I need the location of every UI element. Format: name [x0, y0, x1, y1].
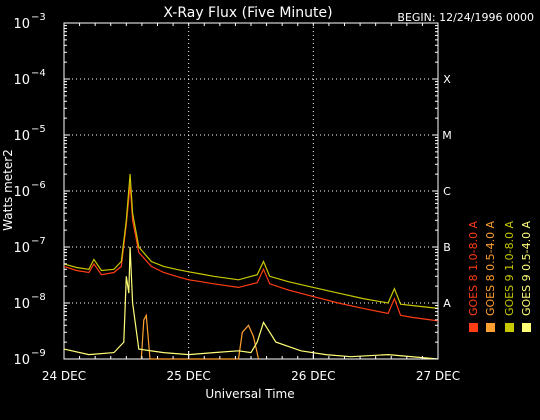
flare-class-label-B: B	[443, 241, 451, 254]
flare-class-label-M: M	[442, 129, 452, 142]
legend-label-1: GOES 8 1.0-8.0 A	[467, 220, 480, 316]
y-tick-exponent: −3	[31, 12, 46, 23]
legend: GOES 8 1.0-8.0 A GOES 8 0.5-4.0 A GOES 9 1…	[467, 220, 533, 332]
flare-class-label-C: C	[443, 185, 451, 198]
y-tick-label: 10	[13, 297, 30, 312]
y-tick-label: 10	[13, 73, 30, 88]
y-tick-label: 10	[13, 129, 30, 144]
y-tick-exponent: −8	[31, 292, 46, 303]
plot-area: 10−910−810−710−610−510−410−3 24 DEC 25 DE…	[13, 12, 460, 383]
y-tick-exponent: −7	[31, 236, 46, 247]
legend-swatch-2	[486, 323, 495, 332]
series-group	[63, 174, 439, 360]
y-tick-label: 10	[13, 353, 30, 368]
legend-swatch-4	[522, 323, 531, 332]
flare-class-label-X: X	[443, 73, 451, 86]
y-tick-exponent: −9	[31, 348, 46, 359]
x-tick-label: 24 DEC	[42, 369, 86, 383]
legend-label-3: GOES 9 1.0-8.0 A	[503, 220, 516, 316]
y-tick-exponent: −6	[31, 180, 46, 191]
begin-label: BEGIN: 12/24/1996 0000	[397, 11, 534, 24]
flare-class-label-A: A	[443, 297, 451, 310]
x-axis-ticks: 24 DEC 25 DEC 26 DEC 27 DEC	[42, 23, 460, 383]
y-tick-label: 10	[13, 185, 30, 200]
y-tick-exponent: −5	[31, 124, 46, 135]
legend-swatch-3	[505, 323, 514, 332]
legend-swatch-1	[469, 323, 478, 332]
legend-label-2: GOES 8 0.5-4.0 A	[484, 220, 497, 316]
y-tick-exponent: −4	[31, 68, 46, 79]
y-tick-label: 10	[13, 241, 30, 256]
flare-class-ticks: A B C M X	[442, 73, 452, 310]
y-axis-ticks: 10−910−810−710−610−510−410−3	[13, 12, 438, 368]
series-line-2	[140, 313, 260, 360]
legend-label-4: GOES 9 0.5-4.0 A	[520, 220, 533, 316]
series-line-3	[63, 174, 439, 309]
y-axis-label: Watts meter2	[1, 149, 15, 231]
x-tick-label: 25 DEC	[167, 369, 211, 383]
series-line-1	[63, 184, 439, 322]
gridlines	[64, 23, 438, 359]
chart-title: X-Ray Flux (Five Minute)	[163, 5, 332, 21]
x-tick-label: 26 DEC	[291, 369, 335, 383]
x-axis-label: Universal Time	[205, 387, 294, 401]
y-tick-label: 10	[13, 17, 30, 32]
x-tick-label: 27 DEC	[416, 369, 460, 383]
